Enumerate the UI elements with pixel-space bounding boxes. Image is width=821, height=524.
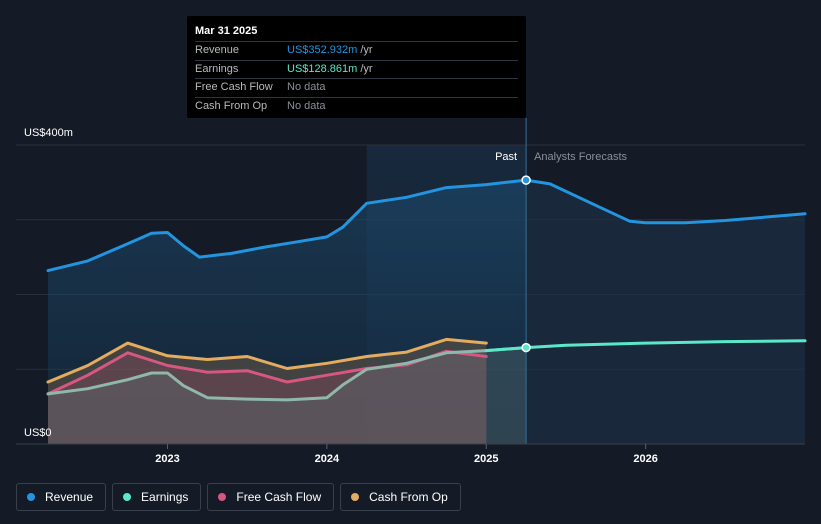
legend-item-earnings[interactable]: Earnings	[112, 483, 201, 511]
x-axis-ticks: 2023 2024 2025 2026	[155, 444, 658, 465]
legend-item-free-cash-flow[interactable]: Free Cash Flow	[207, 483, 334, 511]
tooltip-row-earnings: Earnings US$128.861m/yr	[195, 60, 518, 79]
tooltip-label: Earnings	[195, 61, 287, 79]
tooltip-row-cash-from-op: Cash From Op No data	[195, 97, 518, 116]
legend-label: Revenue	[45, 490, 93, 504]
tooltip-label: Free Cash Flow	[195, 79, 287, 97]
legend-item-revenue[interactable]: Revenue	[16, 483, 106, 511]
x-tick-label: 2023	[155, 453, 179, 465]
earnings-marker	[522, 344, 530, 352]
forecast-label: Analysts Forecasts	[534, 151, 627, 163]
tooltip-row-free-cash-flow: Free Cash Flow No data	[195, 78, 518, 97]
tooltip-unit: /yr	[360, 63, 372, 75]
legend-item-cash-from-op[interactable]: Cash From Op	[340, 483, 461, 511]
tooltip-value: US$352.932m/yr	[287, 42, 373, 60]
tooltip-value: No data	[287, 98, 326, 116]
tooltip-value: No data	[287, 79, 326, 97]
legend-label: Cash From Op	[369, 490, 448, 504]
tooltip-value-text: US$128.861m	[287, 63, 357, 75]
y-axis-bottom-label: US$0	[24, 427, 52, 439]
x-tick-label: 2024	[315, 453, 340, 465]
tooltip-label: Revenue	[195, 42, 287, 60]
revenue-dot-icon	[27, 493, 35, 501]
legend-label: Free Cash Flow	[236, 490, 321, 504]
tooltip-label: Cash From Op	[195, 98, 287, 116]
past-label: Past	[495, 151, 517, 163]
tooltip-value: US$128.861m/yr	[287, 61, 373, 79]
free-cash-flow-dot-icon	[218, 493, 226, 501]
tooltip: Mar 31 2025 Revenue US$352.932m/yr Earni…	[187, 16, 526, 118]
tooltip-unit: /yr	[360, 44, 372, 56]
tooltip-value-text: US$352.932m	[287, 44, 357, 56]
earnings-dot-icon	[123, 493, 131, 501]
tooltip-date: Mar 31 2025	[195, 24, 518, 41]
x-tick-label: 2025	[474, 453, 498, 465]
legend-label: Earnings	[141, 490, 188, 504]
tooltip-row-revenue: Revenue US$352.932m/yr	[195, 41, 518, 60]
revenue-marker	[522, 176, 530, 184]
cash-from-op-dot-icon	[351, 493, 359, 501]
x-tick-label: 2026	[633, 453, 657, 465]
legend: Revenue Earnings Free Cash Flow Cash Fro…	[16, 483, 461, 511]
y-axis-top-label: US$400m	[24, 127, 73, 139]
